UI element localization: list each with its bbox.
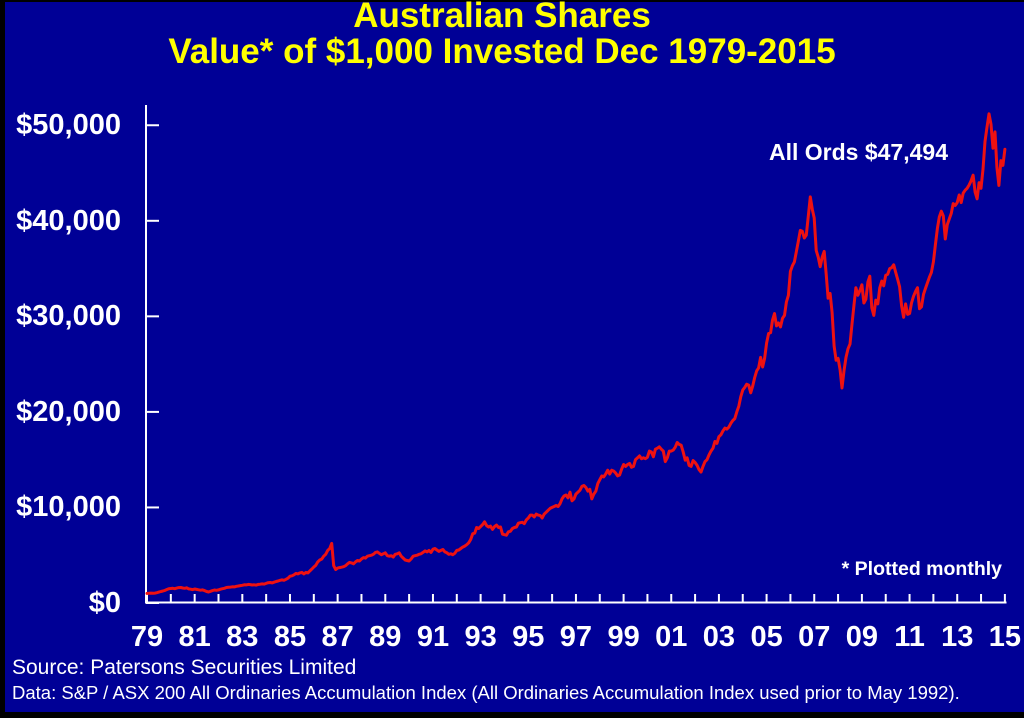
slide-background: [5, 2, 1024, 712]
chart-axes: [145, 105, 1007, 604]
x-axis-label: 87: [321, 621, 354, 653]
x-axis-label: 91: [416, 621, 450, 653]
x-axis-label: 05: [750, 621, 783, 653]
chart-title-line2: Value* of $1,000 Invested Dec 1979-2015: [168, 32, 836, 71]
plotted-monthly-footnote: * Plotted monthly: [841, 558, 1002, 580]
x-axis-label: 81: [178, 621, 211, 653]
chart-title-line1: Australian Shares: [353, 0, 651, 35]
y-axis-label: $10,000: [16, 491, 121, 524]
x-axis-label: 09: [845, 621, 879, 653]
x-axis-label: 85: [273, 621, 307, 653]
x-axis-label: 89: [369, 621, 402, 653]
x-axis-label: 79: [130, 621, 164, 653]
y-axis-label: $50,000: [16, 109, 121, 142]
series-value-annotation: All Ords $47,494: [769, 139, 948, 165]
y-axis-label: $0: [88, 587, 121, 619]
x-axis-label: 93: [464, 621, 497, 653]
y-axis-label: $40,000: [16, 204, 121, 237]
footer-source-line: Source: Patersons Securities Limited: [12, 656, 357, 679]
x-axis-label: 97: [559, 621, 593, 653]
x-axis-label: 99: [607, 621, 640, 653]
x-axis-label: 13: [941, 621, 974, 653]
x-axis-label: 95: [512, 621, 545, 653]
x-axis-label: 07: [798, 621, 831, 653]
all-ords-series-line: [145, 112, 1007, 595]
x-axis-label: 01: [655, 621, 688, 653]
chart-title: Australian Shares Value* of $1,000 Inves…: [0, 0, 1004, 70]
x-axis-label: 03: [702, 621, 736, 653]
x-axis-label: 11: [894, 621, 925, 653]
x-axis-label: 83: [226, 621, 259, 653]
x-axis-label: 15: [988, 621, 1021, 653]
footer-data-line: Data: S&P / ASX 200 All Ordinaries Accum…: [12, 682, 960, 703]
y-axis-label: $20,000: [16, 395, 121, 428]
y-axis-label: $30,000: [16, 300, 121, 333]
